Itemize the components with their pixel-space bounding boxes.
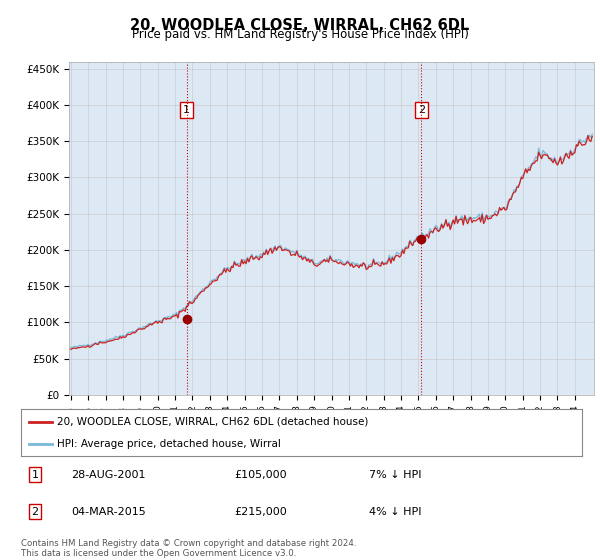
Text: 4% ↓ HPI: 4% ↓ HPI: [369, 507, 421, 517]
Text: £215,000: £215,000: [234, 507, 287, 517]
Text: 20, WOODLEA CLOSE, WIRRAL, CH62 6DL: 20, WOODLEA CLOSE, WIRRAL, CH62 6DL: [130, 18, 470, 33]
Text: 20, WOODLEA CLOSE, WIRRAL, CH62 6DL (detached house): 20, WOODLEA CLOSE, WIRRAL, CH62 6DL (det…: [58, 417, 369, 427]
Text: 28-AUG-2001: 28-AUG-2001: [71, 470, 146, 479]
Bar: [187, 62, 421, 395]
Text: Price paid vs. HM Land Registry's House Price Index (HPI): Price paid vs. HM Land Registry's House …: [131, 28, 469, 41]
Text: Contains HM Land Registry data © Crown copyright and database right 2024.
This d: Contains HM Land Registry data © Crown c…: [21, 539, 356, 558]
Text: £105,000: £105,000: [234, 470, 287, 479]
Text: HPI: Average price, detached house, Wirral: HPI: Average price, detached house, Wirr…: [58, 438, 281, 449]
Text: 7% ↓ HPI: 7% ↓ HPI: [369, 470, 421, 479]
Text: 04-MAR-2015: 04-MAR-2015: [71, 507, 146, 517]
Text: 1: 1: [183, 105, 190, 115]
Text: 2: 2: [31, 507, 38, 517]
Text: 2: 2: [418, 105, 425, 115]
Text: 1: 1: [32, 470, 38, 479]
